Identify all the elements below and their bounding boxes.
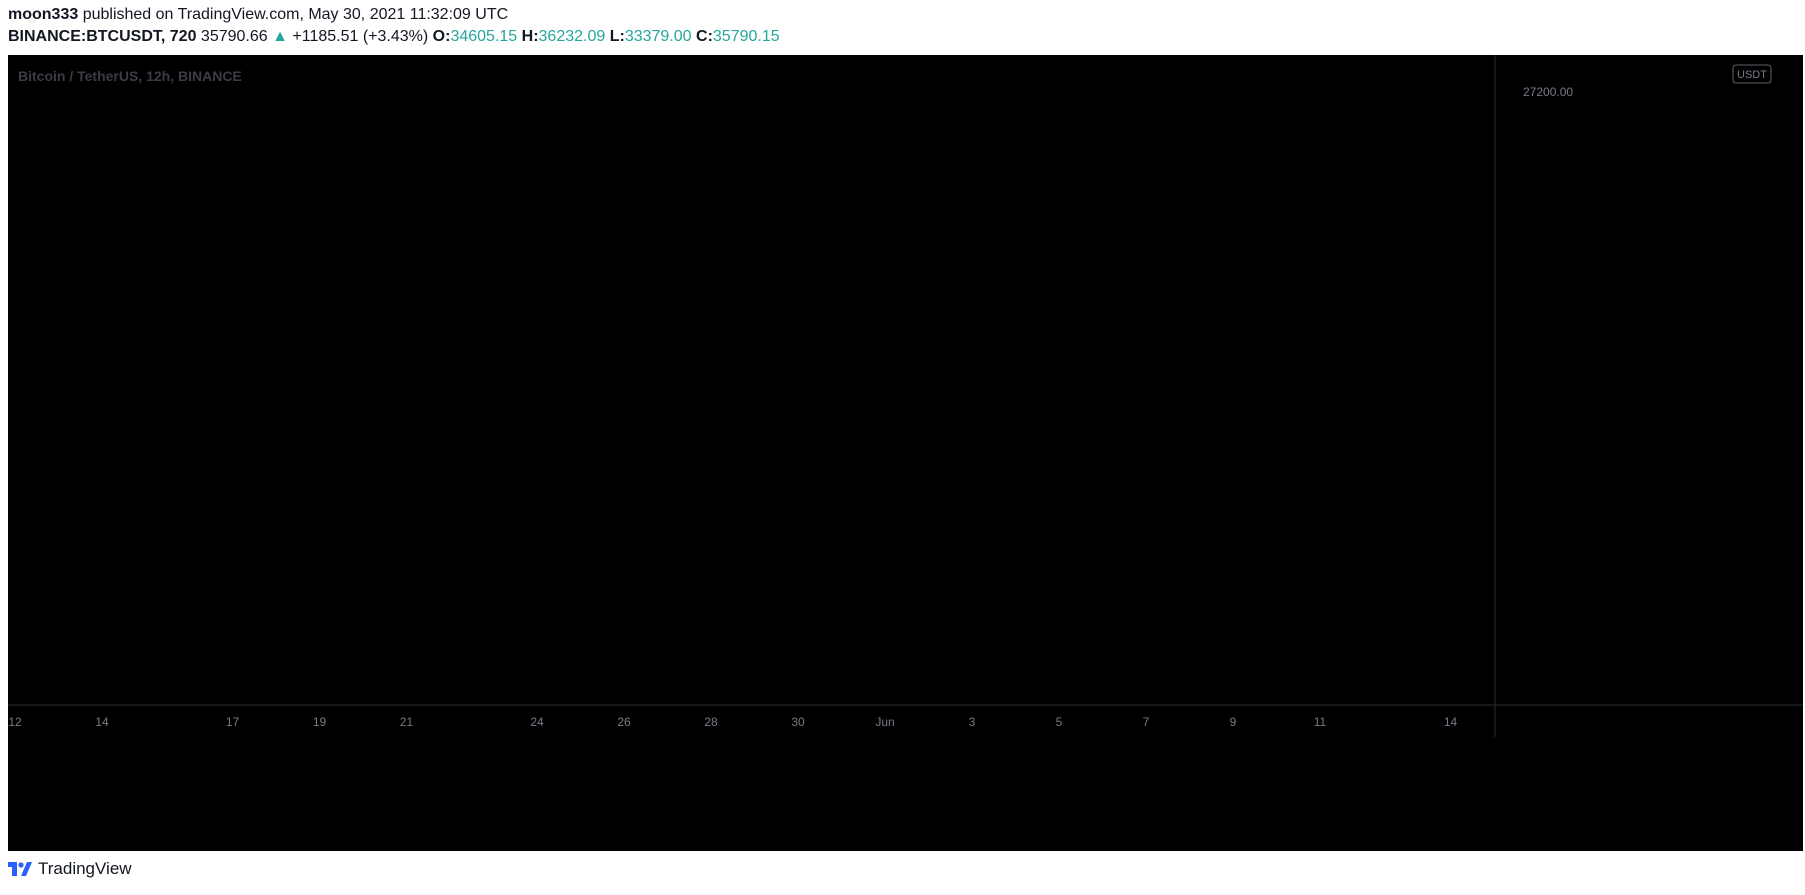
x-tick-label: 19 [313, 715, 327, 729]
x-tick-label: 17 [226, 715, 240, 729]
x-tick-label: 5 [1056, 715, 1063, 729]
high-label: H: [521, 28, 539, 45]
up-triangle-icon: ▲ [272, 28, 288, 45]
x-tick-label: 3 [969, 715, 976, 729]
x-tick-label: 21 [400, 715, 414, 729]
tradingview-logo-icon [8, 862, 32, 876]
currency-badge [1732, 64, 1772, 84]
x-tick-label: Jun [875, 715, 894, 729]
open-label: O: [432, 28, 451, 45]
high-value: 36232.09 [538, 28, 606, 45]
symbol-label: BINANCE:BTCUSDT, 720 [8, 28, 197, 45]
y-tick-label: 27200.00 [1523, 85, 1573, 99]
symbol-info: BINANCE:BTCUSDT, 720 35790.66 ▲ +1185.51… [8, 28, 780, 46]
price-chart[interactable]: Bitcoin / TetherUS, 12h, BINANCE 48000.0… [8, 55, 1803, 851]
close-value: 35790.15 [712, 28, 780, 45]
x-tick-label: 14 [1444, 715, 1458, 729]
price-change: +1185.51 (+3.43%) [292, 28, 429, 45]
x-tick-label: 26 [617, 715, 631, 729]
currency-badge-label: USDT [1737, 69, 1767, 81]
symbol-watermark: Bitcoin / TetherUS, 12h, BINANCE [18, 68, 242, 84]
last-price: 35790.66 [200, 28, 268, 45]
chart-frame[interactable]: Bitcoin / TetherUS, 12h, BINANCE 48000.0… [8, 55, 1803, 851]
x-tick-label: 30 [791, 715, 805, 729]
tradingview-brand: TradingView [38, 859, 132, 878]
x-tick-label: 28 [704, 715, 718, 729]
published-text: published on TradingView.com, May 30, 20… [82, 6, 509, 23]
open-value: 34605.15 [450, 28, 518, 45]
close-label: C: [696, 28, 713, 45]
x-tick-label: 9 [1230, 715, 1237, 729]
x-tick-label: 11 [1314, 715, 1327, 729]
x-tick-label: 12 [8, 715, 22, 729]
publish-info: moon333 published on TradingView.com, Ma… [8, 6, 508, 24]
x-tick-label: 24 [530, 715, 544, 729]
x-tick-label: 7 [1143, 715, 1150, 729]
footer-brand[interactable]: TradingView [8, 859, 132, 879]
author-name[interactable]: moon333 [8, 6, 79, 23]
low-value: 33379.00 [624, 28, 692, 45]
low-label: L: [609, 28, 625, 45]
x-tick-label: 14 [95, 715, 109, 729]
